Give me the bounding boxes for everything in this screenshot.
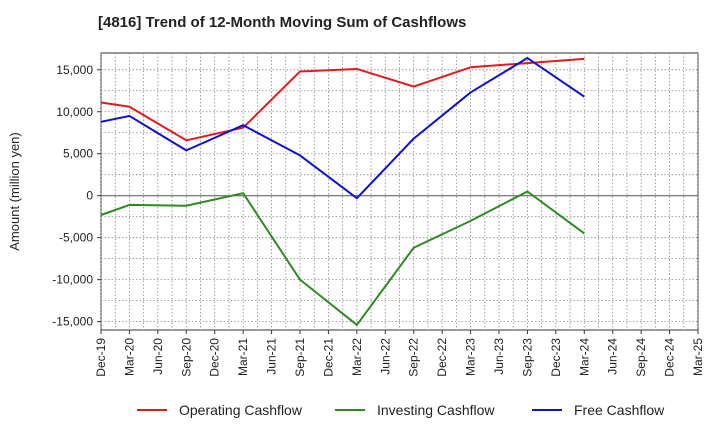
x-tick-label: Sep-21 bbox=[293, 338, 307, 377]
x-tick-label: Dec-21 bbox=[321, 338, 335, 377]
x-tick-label: Mar-21 bbox=[236, 338, 250, 376]
series-line-1 bbox=[100, 57, 585, 142]
x-tick-label: Sep-23 bbox=[520, 338, 534, 377]
x-tick-label: Mar-24 bbox=[577, 338, 591, 376]
series-line-2 bbox=[100, 190, 585, 326]
x-tick-label: Jun-20 bbox=[151, 338, 165, 375]
x-tick-label: Jun-23 bbox=[492, 338, 506, 375]
y-tick-label: -10,000 bbox=[52, 273, 93, 287]
legend: Operating Cashflow Investing Cashflow Free… bbox=[137, 402, 665, 418]
legend-label-1: Operating Cashflow bbox=[179, 402, 303, 418]
axes-layer: 15,00010,0005,0000-5,000-10,000-15,000De… bbox=[7, 63, 705, 377]
x-tick-label: Sep-20 bbox=[179, 338, 193, 377]
x-tick-label: Jun-24 bbox=[606, 338, 620, 375]
x-tick-label: Mar-23 bbox=[464, 338, 478, 376]
x-tick-label: Dec-24 bbox=[663, 338, 677, 377]
chart-title: [4816] Trend of 12-Month Moving Sum of C… bbox=[98, 14, 467, 31]
x-tick-label: Sep-24 bbox=[634, 338, 648, 377]
x-tick-label: Dec-19 bbox=[94, 338, 108, 377]
y-tick-label: -5,000 bbox=[59, 231, 93, 245]
x-tick-label: Dec-22 bbox=[435, 338, 449, 377]
y-tick-label: 15,000 bbox=[56, 63, 93, 77]
x-tick-label: Mar-22 bbox=[350, 338, 364, 376]
x-tick-label: Jun-22 bbox=[378, 338, 392, 375]
y-axis-title: Amount (million yen) bbox=[7, 132, 22, 251]
y-tick-label: 10,000 bbox=[56, 105, 93, 119]
x-tick-label: Mar-25 bbox=[691, 338, 705, 376]
y-tick-label: 5,000 bbox=[63, 147, 93, 161]
x-tick-label: Dec-20 bbox=[208, 338, 222, 377]
legend-label-3: Free Cashflow bbox=[574, 402, 665, 418]
x-tick-label: Dec-23 bbox=[549, 338, 563, 377]
y-tick-label: -15,000 bbox=[52, 315, 93, 329]
x-tick-label: Sep-22 bbox=[407, 338, 421, 377]
x-tick-label: Jun-21 bbox=[265, 338, 279, 375]
x-tick-label: Mar-20 bbox=[122, 338, 136, 376]
series-line-3 bbox=[100, 57, 585, 200]
grid-layer bbox=[100, 52, 699, 331]
legend-label-2: Investing Cashflow bbox=[377, 402, 495, 418]
y-tick-label: 0 bbox=[86, 189, 93, 203]
series-layer bbox=[100, 57, 585, 326]
